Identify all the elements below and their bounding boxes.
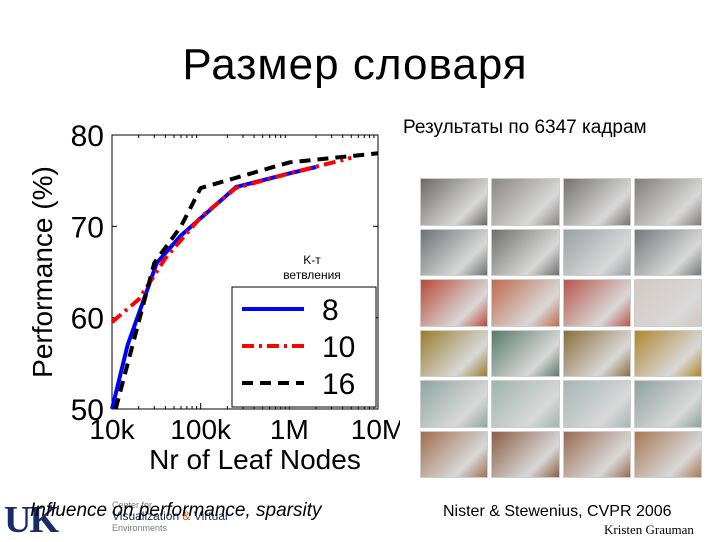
slide-title: Размер словаря	[182, 40, 528, 89]
photo-wire-basket-1	[420, 178, 489, 226]
photo-box-2	[491, 279, 560, 327]
logo-ampersand: &	[182, 509, 191, 523]
photo-guitar-2	[491, 430, 560, 478]
photo-wire-basket-3	[562, 178, 631, 226]
results-caption: Результаты по 6347 кадрам	[403, 117, 647, 138]
photo-wire-basket-2	[491, 178, 560, 226]
legend-label-16: 16	[322, 368, 355, 401]
photo-guitar-1	[420, 430, 489, 478]
photo-grid	[420, 178, 702, 478]
photo-bottle-2	[491, 380, 560, 428]
center-logo: Center for Visualization & Virtual Envir…	[112, 500, 228, 533]
influence-caption: Influence on performance, sparsity	[30, 500, 322, 521]
photo-wire-basket-4	[633, 178, 702, 226]
photo-sneaker-4	[633, 228, 702, 276]
legend-title-line-2: ветвления	[283, 268, 341, 282]
legend-label-8: 8	[322, 294, 339, 327]
photo-bottle-3	[562, 380, 631, 428]
photo-guitar-4	[633, 430, 702, 478]
logo-line-2: Visualization & Virtual	[112, 510, 228, 523]
author-credit: Kristen Grauman	[604, 522, 694, 537]
logo-line-3: Environments	[112, 523, 168, 533]
logo-word-virtual: Virtual	[193, 509, 228, 523]
photo-bottle-1	[420, 380, 489, 428]
photo-bottle-4	[633, 380, 702, 428]
photo-box-3	[562, 279, 631, 327]
y-tick-label: 60	[71, 303, 104, 336]
photo-toy-duck-4	[633, 329, 702, 377]
x-tick-label: 10k	[89, 414, 135, 445]
y-tick-label: 50	[71, 394, 104, 427]
x-tick-label: 1M	[270, 414, 309, 445]
logo-line-1: Center for	[112, 500, 153, 510]
x-axis-label: Nr of Leaf Nodes	[149, 444, 361, 475]
y-axis-label: Performance (%)	[27, 166, 58, 378]
photo-toy-duck-1	[420, 329, 489, 377]
series-line-10	[110, 155, 352, 324]
photo-guitar-3	[562, 430, 631, 478]
photo-box-4	[633, 279, 702, 327]
logo-word-visualization: Visualization	[112, 509, 180, 523]
uk-logo: UK	[4, 499, 59, 541]
photo-sneaker-2	[491, 228, 560, 276]
x-tick-label: 10M	[351, 414, 400, 445]
photo-sneaker-3	[562, 228, 631, 276]
legend-title-line-1: K-т	[303, 253, 321, 267]
photo-sneaker-1	[420, 228, 489, 276]
photo-toy-duck-2	[491, 329, 560, 377]
photo-toy-duck-3	[562, 329, 631, 377]
citation: Nister & Stewenius, CVPR 2006	[443, 503, 672, 520]
y-tick-label: 80	[71, 120, 104, 153]
series-line-16	[113, 151, 379, 410]
legend-label-10: 10	[322, 331, 355, 364]
y-tick-label: 70	[71, 211, 104, 244]
photo-box-1	[420, 279, 489, 327]
x-tick-label: 100k	[170, 414, 232, 445]
series-line-8	[110, 165, 317, 410]
